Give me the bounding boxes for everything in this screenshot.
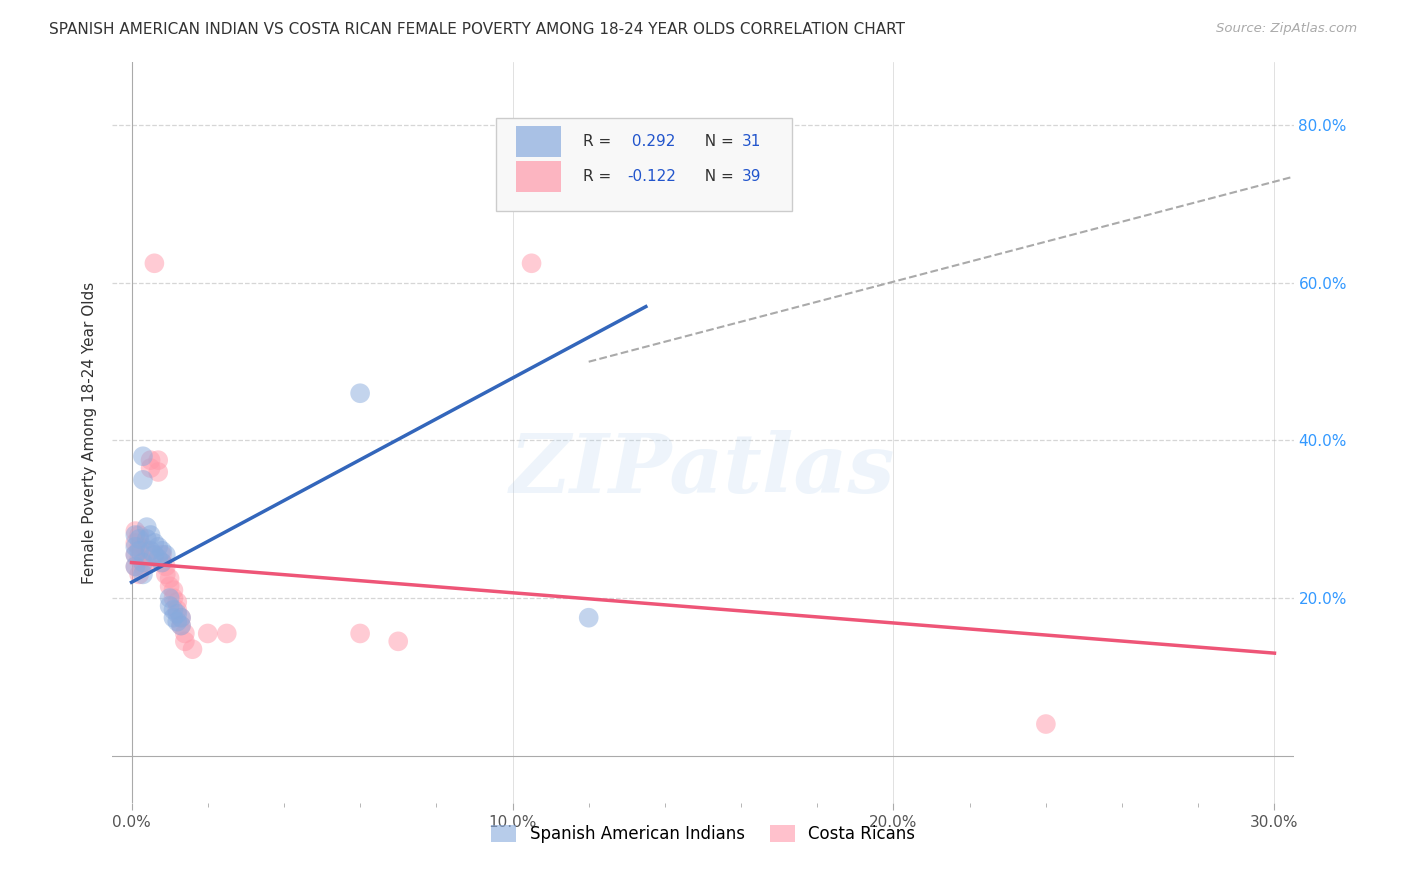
Point (124, 548, 146, 562)
Point (170, 611, 193, 625)
Point (520, 256, 543, 270)
Point (132, 556, 155, 570)
Point (135, 532, 157, 546)
Point (170, 618, 193, 632)
Point (132, 551, 155, 566)
Text: R =: R = (582, 169, 616, 184)
Bar (516, 126, 561, 157)
Point (150, 543, 173, 558)
Point (159, 599, 181, 613)
Point (139, 453, 162, 467)
Point (148, 540, 170, 554)
Point (155, 559, 177, 574)
Point (132, 449, 155, 463)
Point (155, 567, 177, 582)
Point (162, 611, 184, 625)
Point (132, 559, 155, 574)
Point (150, 556, 173, 570)
Text: SPANISH AMERICAN INDIAN VS COSTA RICAN FEMALE POVERTY AMONG 18-24 YEAR OLDS CORR: SPANISH AMERICAN INDIAN VS COSTA RICAN F… (49, 22, 905, 37)
Point (166, 615, 188, 629)
Point (197, 626, 219, 640)
Point (139, 461, 162, 475)
Text: -0.122: -0.122 (627, 169, 676, 184)
Legend: Spanish American Indians, Costa Ricans: Spanish American Indians, Costa Ricans (485, 819, 921, 850)
Point (162, 603, 184, 617)
FancyBboxPatch shape (496, 118, 792, 211)
Point (128, 551, 150, 566)
Point (173, 626, 195, 640)
Point (139, 543, 162, 558)
Point (349, 386, 371, 401)
Point (155, 548, 177, 562)
Y-axis label: Female Poverty Among 18-24 Year Olds: Female Poverty Among 18-24 Year Olds (82, 282, 97, 583)
Point (349, 626, 371, 640)
Point (143, 536, 166, 550)
Point (135, 520, 157, 534)
Point (132, 473, 155, 487)
Point (215, 626, 238, 640)
Point (135, 543, 157, 558)
Point (387, 634, 409, 648)
Point (132, 540, 155, 554)
Point (578, 611, 600, 625)
Point (132, 567, 155, 582)
Text: 31: 31 (742, 134, 762, 149)
Point (170, 618, 193, 632)
Point (159, 571, 181, 585)
Point (166, 607, 188, 621)
Text: N =: N = (695, 134, 738, 149)
Point (148, 453, 170, 467)
Point (124, 548, 146, 562)
Point (150, 548, 173, 562)
Point (150, 556, 173, 570)
Point (128, 532, 150, 546)
Text: 39: 39 (742, 169, 762, 184)
Point (170, 611, 193, 625)
Text: Source: ZipAtlas.com: Source: ZipAtlas.com (1216, 22, 1357, 36)
Point (124, 559, 146, 574)
Point (128, 543, 150, 558)
Point (124, 540, 146, 554)
Point (135, 556, 157, 570)
Bar (516, 161, 561, 192)
Point (128, 528, 150, 542)
Point (124, 559, 146, 574)
Point (1035, 717, 1057, 731)
Text: N =: N = (695, 169, 738, 184)
Point (162, 591, 184, 605)
Text: ZIPatlas: ZIPatlas (510, 430, 896, 509)
Point (173, 634, 195, 648)
Point (124, 524, 146, 538)
Point (124, 528, 146, 542)
Point (128, 540, 150, 554)
Text: 0.292: 0.292 (627, 134, 676, 149)
Point (124, 536, 146, 550)
Point (139, 528, 162, 542)
Point (166, 603, 188, 617)
Text: R =: R = (582, 134, 616, 149)
Point (181, 642, 204, 657)
Point (159, 591, 181, 605)
Point (159, 579, 181, 593)
Point (143, 548, 166, 562)
Point (128, 567, 150, 582)
Point (148, 551, 170, 566)
Point (162, 583, 184, 598)
Point (166, 595, 188, 609)
Point (143, 256, 166, 270)
Point (148, 465, 170, 479)
